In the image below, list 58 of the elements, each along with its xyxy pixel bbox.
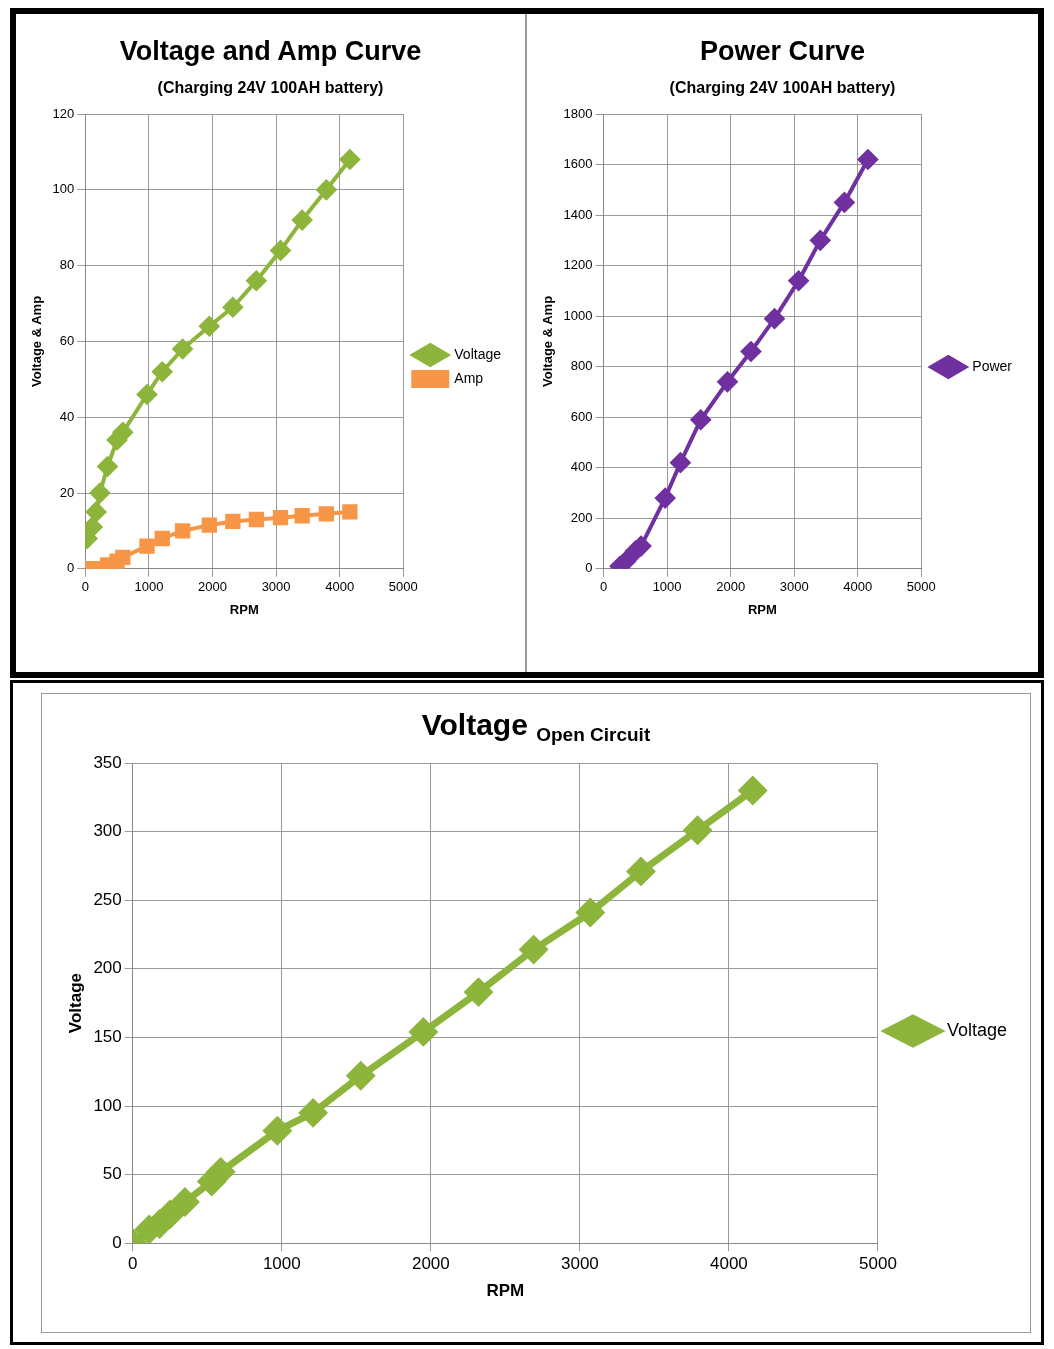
legend-label: Power (972, 357, 1013, 374)
y-tick-label: 80 (59, 257, 75, 273)
legend-label: Voltage (454, 345, 502, 362)
x-tick-label: 5000 (859, 1254, 897, 1274)
x-tick-label: 4000 (325, 579, 355, 595)
x-tick-label: 2000 (411, 1254, 450, 1274)
y-tick-label: 120 (52, 105, 75, 121)
x-tick-label: 4000 (709, 1254, 748, 1274)
y-tick-label: 0 (585, 560, 593, 576)
x-tick-label: 4000 (843, 579, 873, 595)
chart-title: Power Curve (698, 36, 867, 67)
y-tick-label: 1800 (563, 105, 593, 121)
y-tick-label: 1400 (563, 206, 593, 222)
x-tick-label: 5000 (388, 579, 418, 595)
y-axis-title: Voltage & Amp (540, 295, 556, 387)
legend-label: Voltage (946, 1019, 1008, 1040)
x-tick-label: 1000 (134, 579, 164, 595)
y-tick-label: 0 (67, 560, 75, 576)
chart-title: Voltage $_{Open Circuit}$ (420, 708, 652, 746)
y-tick-label: 800 (570, 358, 593, 374)
x-axis-title: RPM (486, 1281, 525, 1301)
y-tick-label: 60 (59, 332, 75, 348)
x-tick-label: 2000 (716, 579, 746, 595)
y-tick-label: 600 (570, 408, 593, 424)
x-tick-label: 1000 (652, 579, 682, 595)
y-tick-label: 350 (93, 752, 122, 772)
x-tick-label: 0 (81, 579, 89, 595)
y-axis-title: Voltage & Amp (29, 295, 45, 387)
chart-subtitle: (Charging 24V 100AH battery) (156, 78, 385, 98)
y-tick-label: 50 (102, 1164, 122, 1184)
y-axis-title: Voltage (65, 973, 85, 1034)
x-tick-label: 0 (128, 1254, 138, 1274)
chart-title: Voltage and Amp Curve (118, 36, 423, 67)
y-tick-label: 0 (112, 1232, 122, 1252)
x-tick-label: 2000 (198, 579, 227, 595)
x-axis-title: RPM (229, 601, 259, 617)
x-tick-label: 1000 (262, 1254, 301, 1274)
y-tick-label: 1000 (563, 307, 593, 323)
y-tick-label: 20 (59, 484, 75, 500)
y-tick-label: 1200 (563, 257, 593, 273)
y-tick-label: 250 (93, 889, 122, 909)
y-tick-label: 40 (59, 408, 75, 424)
y-tick-label: 100 (93, 1095, 122, 1115)
y-tick-label: 1600 (563, 156, 593, 172)
y-tick-label: 300 (93, 821, 122, 841)
legend-label: Amp (454, 369, 484, 386)
x-axis-title: RPM (747, 601, 777, 617)
x-tick-label: 3000 (560, 1254, 599, 1274)
y-tick-label: 100 (52, 181, 75, 197)
x-tick-label: 5000 (906, 579, 936, 595)
y-tick-label: 200 (570, 509, 593, 525)
y-tick-label: 200 (93, 958, 122, 978)
chart-subtitle: (Charging 24V 100AH battery) (668, 78, 897, 98)
y-tick-label: 150 (93, 1027, 122, 1047)
x-tick-label: 3000 (261, 579, 291, 595)
x-tick-label: 3000 (779, 579, 809, 595)
x-tick-label: 0 (599, 579, 608, 595)
y-tick-label: 400 (570, 459, 593, 475)
